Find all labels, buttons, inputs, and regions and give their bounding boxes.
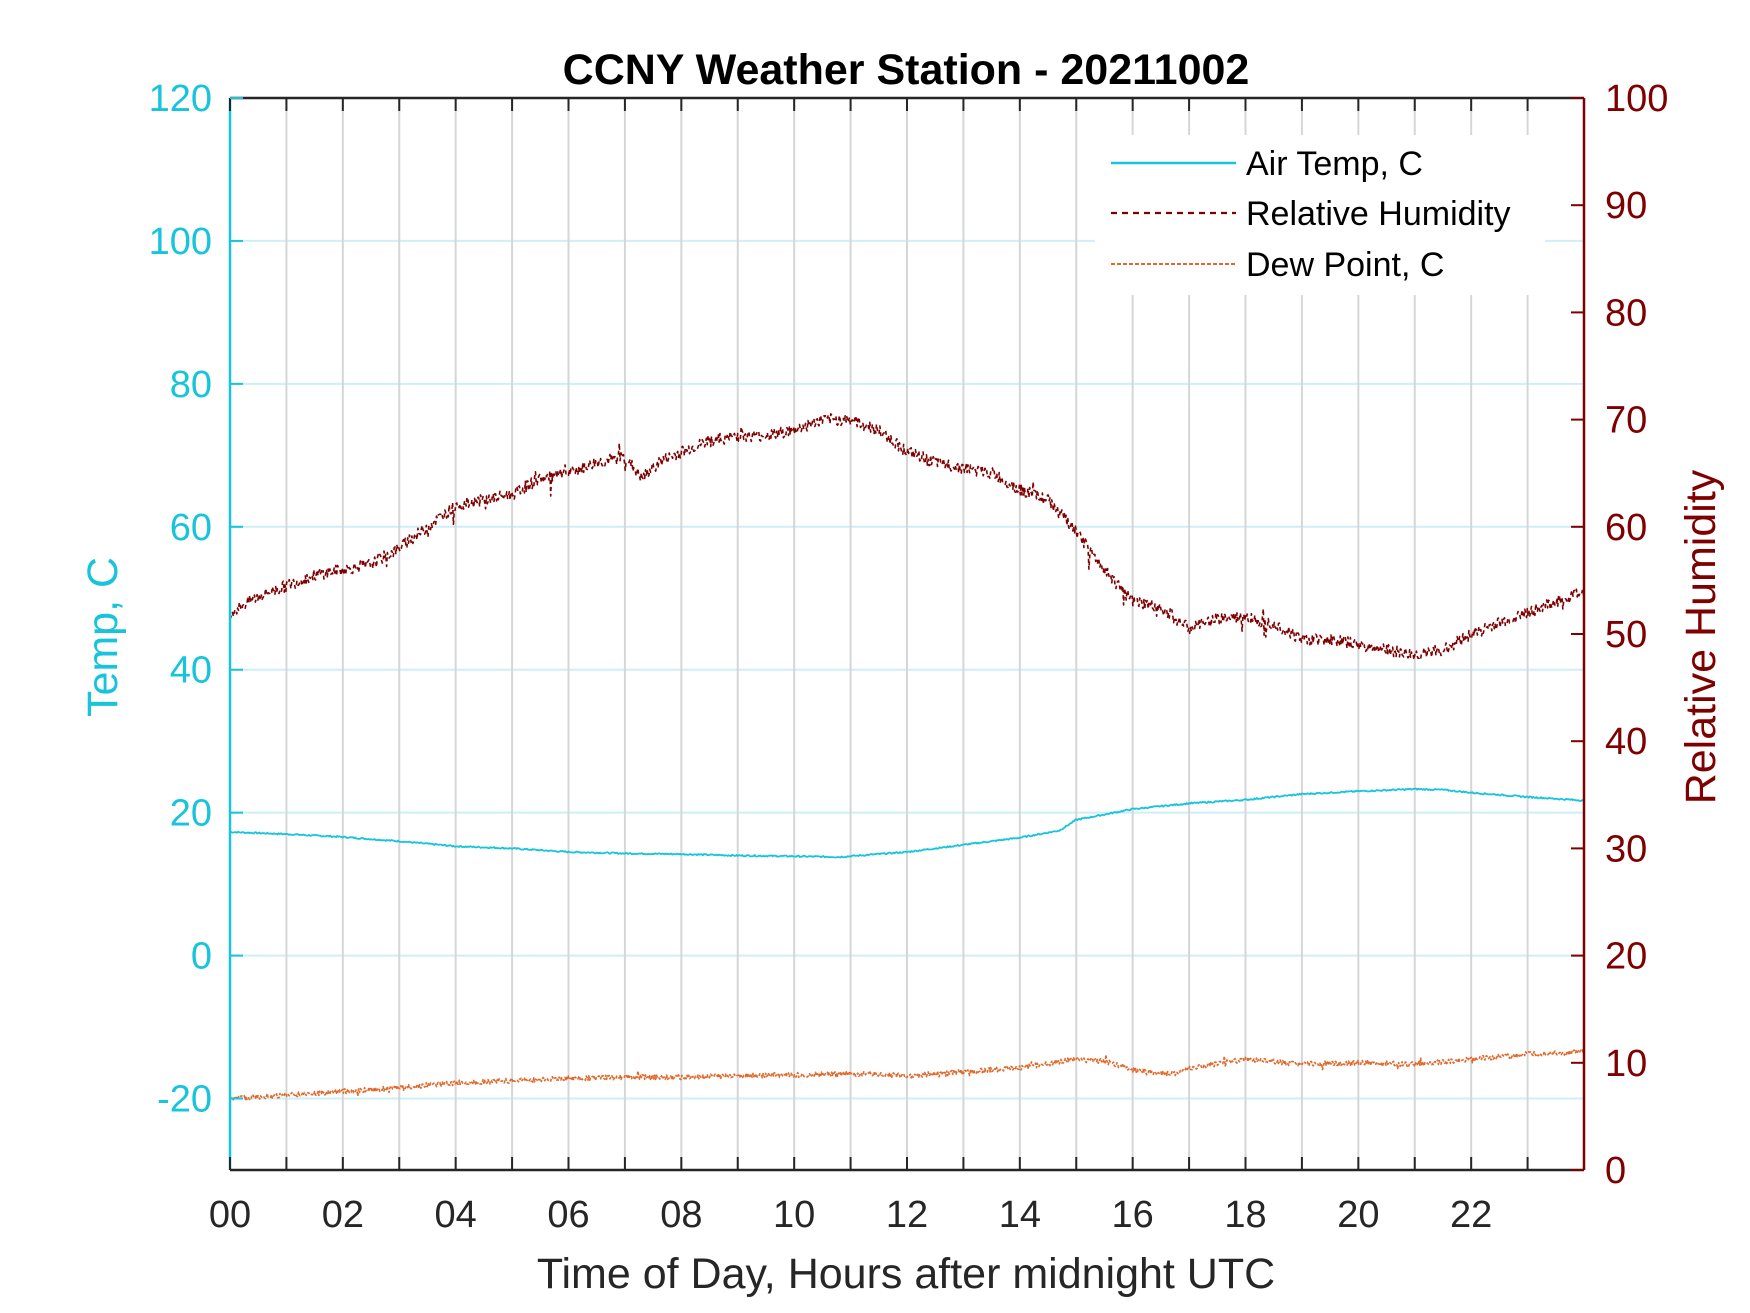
x-tick-label: 10: [773, 1194, 815, 1236]
dew-point-line: [229, 1049, 1585, 1102]
tick-labels: 00 02 04 06 08 10 12 14 16 18 20 22-200204060801001…: [149, 78, 1669, 1236]
axes: [228, 96, 1586, 1172]
x-tick-label: 04: [435, 1194, 477, 1236]
y-left-tick-label: 100: [149, 221, 212, 263]
y-right-tick-label: 70: [1605, 400, 1647, 442]
y-left-tick-label: 40: [170, 650, 212, 692]
y-right-tick-label: 30: [1605, 828, 1647, 870]
legend-label-air-temp: Air Temp, C: [1246, 145, 1423, 183]
grid-lines: [230, 97, 1584, 1170]
x-tick-label: 14: [999, 1194, 1041, 1236]
chart-title: CCNY Weather Station - 20211002: [563, 46, 1250, 94]
series-layer: [229, 413, 1585, 1102]
y-right-tick-label: 50: [1605, 614, 1647, 656]
y-left-tick-label: 120: [149, 78, 212, 120]
air-temp-line: [229, 787, 1584, 859]
y-left-tick-label: 20: [170, 793, 212, 835]
y-right-tick-label: 20: [1605, 936, 1647, 978]
y-left-tick-label: -20: [157, 1079, 212, 1121]
x-tick-label: 12: [886, 1194, 928, 1236]
legend-label-humidity: Relative Humidity: [1246, 195, 1511, 233]
x-axis-label: Time of Day, Hours after midnight UTC: [537, 1250, 1275, 1298]
legend-label-dew-point: Dew Point, C: [1246, 246, 1444, 284]
x-tick-label: 16: [1112, 1194, 1154, 1236]
y-right-tick-label: 60: [1605, 507, 1647, 549]
x-tick-label: 08: [660, 1194, 702, 1236]
legend-box: [1095, 135, 1545, 295]
humidity-line: [229, 413, 1585, 661]
y-left-tick-label: 0: [191, 936, 212, 978]
y-right-tick-label: 100: [1605, 78, 1668, 120]
y-right-tick-label: 80: [1605, 292, 1647, 334]
x-tick-label: 06: [547, 1194, 589, 1236]
y-right-tick-label: 90: [1605, 185, 1647, 227]
y-right-tick-label: 40: [1605, 721, 1647, 763]
y-axis-left-label: Temp, C: [79, 557, 127, 717]
y-left-tick-label: 60: [170, 507, 212, 549]
x-tick-label: 18: [1224, 1194, 1266, 1236]
y-left-tick-label: 80: [170, 364, 212, 406]
legend: Air Temp, C Relative Humidity Dew Point,…: [1095, 135, 1545, 295]
x-tick-label: 20: [1337, 1194, 1379, 1236]
y-right-tick-label: 10: [1605, 1043, 1647, 1085]
y-axis-right-label: Relative Humidity: [1677, 469, 1725, 804]
x-tick-label: 00: [209, 1194, 251, 1236]
x-tick-label: 22: [1450, 1194, 1492, 1236]
x-tick-label: 02: [322, 1194, 364, 1236]
y-right-tick-label: 0: [1605, 1150, 1626, 1192]
